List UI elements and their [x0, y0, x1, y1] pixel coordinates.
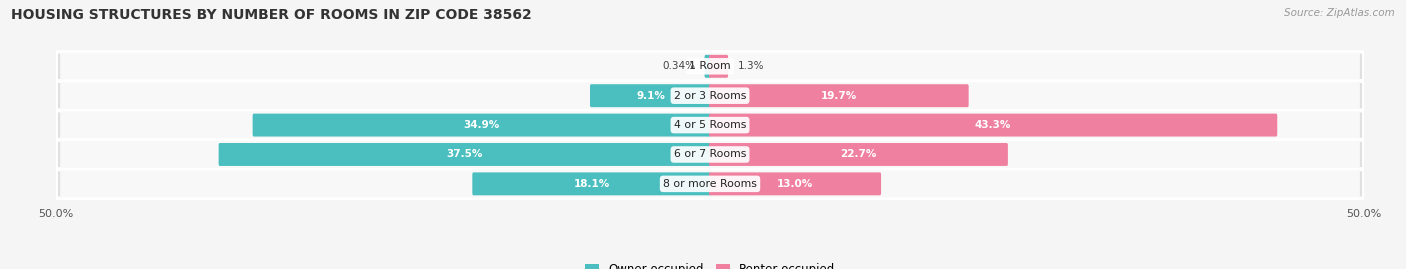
Text: Source: ZipAtlas.com: Source: ZipAtlas.com	[1284, 8, 1395, 18]
FancyBboxPatch shape	[56, 52, 1364, 81]
FancyBboxPatch shape	[56, 111, 1364, 140]
Text: 0.34%: 0.34%	[662, 61, 695, 71]
Text: 2 or 3 Rooms: 2 or 3 Rooms	[673, 91, 747, 101]
FancyBboxPatch shape	[60, 53, 1360, 80]
Text: 4 or 5 Rooms: 4 or 5 Rooms	[673, 120, 747, 130]
FancyBboxPatch shape	[709, 143, 1008, 166]
FancyBboxPatch shape	[253, 114, 711, 137]
FancyBboxPatch shape	[591, 84, 711, 107]
Text: HOUSING STRUCTURES BY NUMBER OF ROOMS IN ZIP CODE 38562: HOUSING STRUCTURES BY NUMBER OF ROOMS IN…	[11, 8, 531, 22]
FancyBboxPatch shape	[56, 169, 1364, 198]
Text: 1 Room: 1 Room	[689, 61, 731, 71]
FancyBboxPatch shape	[709, 172, 882, 195]
FancyBboxPatch shape	[709, 84, 969, 107]
FancyBboxPatch shape	[704, 55, 711, 78]
Text: 37.5%: 37.5%	[447, 150, 484, 160]
Legend: Owner-occupied, Renter-occupied: Owner-occupied, Renter-occupied	[579, 259, 841, 269]
Text: 6 or 7 Rooms: 6 or 7 Rooms	[673, 150, 747, 160]
Text: 19.7%: 19.7%	[821, 91, 856, 101]
FancyBboxPatch shape	[56, 140, 1364, 169]
Text: 9.1%: 9.1%	[636, 91, 665, 101]
Text: 8 or more Rooms: 8 or more Rooms	[664, 179, 756, 189]
FancyBboxPatch shape	[60, 170, 1360, 197]
Text: 18.1%: 18.1%	[574, 179, 610, 189]
FancyBboxPatch shape	[709, 114, 1277, 137]
Text: 43.3%: 43.3%	[974, 120, 1011, 130]
FancyBboxPatch shape	[60, 112, 1360, 139]
FancyBboxPatch shape	[709, 55, 728, 78]
Text: 34.9%: 34.9%	[464, 120, 501, 130]
FancyBboxPatch shape	[60, 82, 1360, 109]
FancyBboxPatch shape	[472, 172, 711, 195]
Text: 1.3%: 1.3%	[738, 61, 763, 71]
Text: 22.7%: 22.7%	[841, 150, 876, 160]
FancyBboxPatch shape	[56, 81, 1364, 110]
Text: 13.0%: 13.0%	[778, 179, 813, 189]
FancyBboxPatch shape	[60, 141, 1360, 168]
FancyBboxPatch shape	[219, 143, 711, 166]
